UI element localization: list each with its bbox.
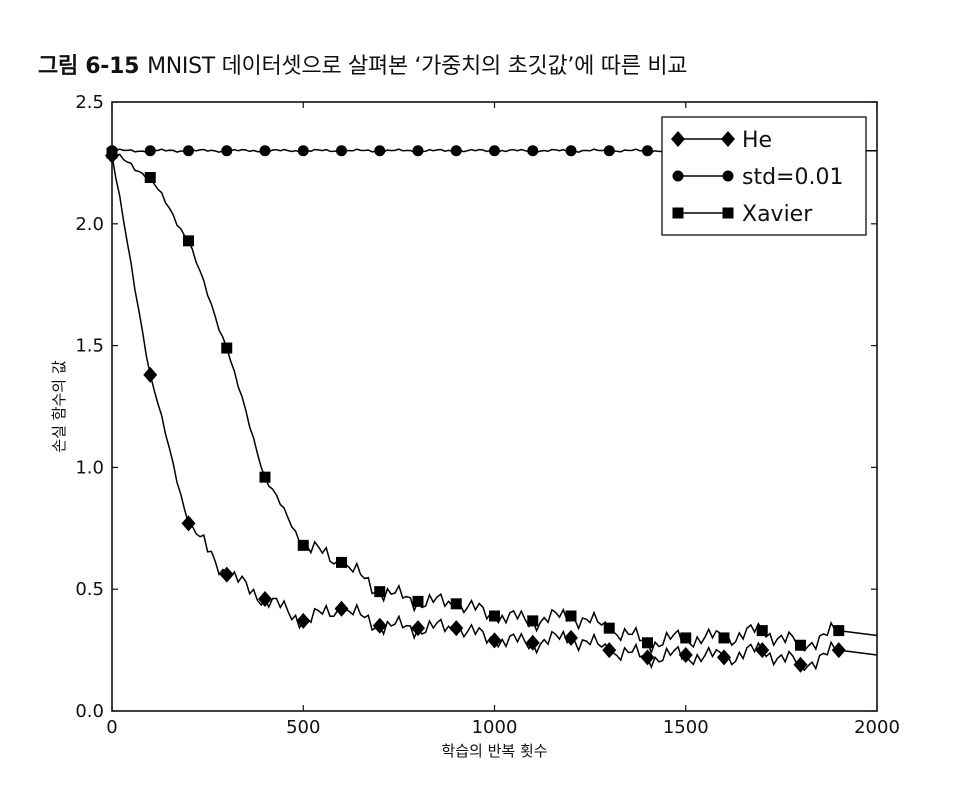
marker-xavier xyxy=(183,235,194,247)
legend-marker xyxy=(672,207,684,219)
marker-xavier xyxy=(680,632,692,644)
marker-xavier xyxy=(221,342,233,354)
x-tick-label: 2000 xyxy=(854,717,900,738)
marker-std-0-01 xyxy=(527,145,539,157)
figure-number: 그림 6-15 xyxy=(38,54,140,79)
legend: He std=0.01 Xavier xyxy=(661,116,867,236)
marker-he xyxy=(640,649,655,666)
marker-xavier xyxy=(259,471,271,483)
marker-std-0-01 xyxy=(489,145,500,157)
marker-xavier xyxy=(144,172,156,184)
marker-xavier xyxy=(489,610,500,622)
marker-xavier xyxy=(565,610,577,622)
marker-std-0-01 xyxy=(374,145,386,157)
marker-xavier xyxy=(374,586,386,598)
y-axis-label: 손실 함수의 값 xyxy=(50,360,68,453)
marker-std-0-01 xyxy=(221,145,233,157)
marker-std-0-01 xyxy=(183,145,194,157)
y-tick-label: 2.5 xyxy=(75,92,104,113)
marker-he xyxy=(487,632,502,649)
marker-xavier xyxy=(642,637,653,649)
x-tick-label: 0 xyxy=(106,717,117,738)
x-tick-label: 1000 xyxy=(472,717,518,738)
marker-he xyxy=(793,656,808,673)
marker-std-0-01 xyxy=(603,145,615,157)
marker-he xyxy=(602,642,617,659)
legend-marker xyxy=(671,131,685,147)
marker-std-0-01 xyxy=(565,145,577,157)
marker-he xyxy=(449,620,464,637)
legend-entry: Xavier xyxy=(742,202,813,227)
figure-caption: 그림 6-15 MNIST 데이터셋으로 살펴본 ‘가중치의 초깃값’에 따른 비… xyxy=(38,48,688,80)
legend-entry: std=0.01 xyxy=(742,165,843,190)
marker-he xyxy=(181,515,196,532)
marker-he xyxy=(678,646,693,663)
marker-he xyxy=(334,600,349,617)
y-tick-label: 2.0 xyxy=(75,214,104,235)
figure-title: MNIST 데이터셋으로 살펴본 ‘가중치의 초깃값’에 따른 비교 xyxy=(147,54,688,79)
y-tick-label: 1.5 xyxy=(75,336,104,357)
x-tick-label: 500 xyxy=(286,717,320,738)
marker-std-0-01 xyxy=(642,145,653,157)
marker-std-0-01 xyxy=(412,145,424,157)
marker-std-0-01 xyxy=(450,145,462,157)
marker-he xyxy=(564,629,578,646)
y-tick-label: 1.0 xyxy=(75,457,104,478)
marker-xavier xyxy=(756,625,768,637)
marker-xavier xyxy=(795,639,806,651)
marker-he xyxy=(143,366,158,383)
y-tick-label: 0.0 xyxy=(75,701,104,722)
marker-std-0-01 xyxy=(144,145,156,157)
marker-he xyxy=(411,620,425,637)
legend-marker xyxy=(722,170,734,182)
marker-xavier xyxy=(412,595,424,607)
x-tick-label: 1500 xyxy=(663,717,709,738)
legend-marker xyxy=(722,207,734,219)
marker-he xyxy=(717,649,731,666)
marker-he xyxy=(831,642,846,659)
marker-xavier xyxy=(297,539,309,551)
marker-he xyxy=(219,566,234,583)
marker-xavier xyxy=(603,622,615,634)
marker-xavier xyxy=(450,598,462,610)
marker-xavier xyxy=(718,632,730,644)
axis-ticks: 0 500 1000 1500 2000 0.0 0.5 1.0 1.5 2.0 2.5 xyxy=(75,92,900,738)
legend-marker xyxy=(721,131,735,147)
marker-std-0-01 xyxy=(259,145,271,157)
y-tick-label: 0.5 xyxy=(75,579,104,600)
marker-he xyxy=(755,642,770,659)
marker-he xyxy=(372,617,387,634)
legend-entry: He xyxy=(742,128,772,153)
marker-std-0-01 xyxy=(297,145,309,157)
marker-xavier xyxy=(527,615,539,627)
marker-he xyxy=(258,590,272,607)
x-axis-label: 학습의 반복 횟수 xyxy=(441,742,547,760)
marker-he xyxy=(525,634,540,651)
marker-xavier xyxy=(336,556,347,568)
legend-marker xyxy=(672,170,684,182)
marker-std-0-01 xyxy=(336,145,347,157)
marker-xavier xyxy=(833,625,845,637)
marker-he xyxy=(296,612,311,629)
